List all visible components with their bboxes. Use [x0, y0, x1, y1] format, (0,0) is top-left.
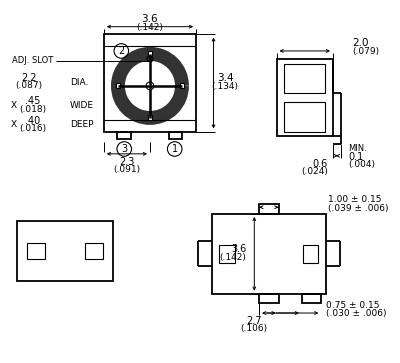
Text: X: X [10, 101, 17, 110]
Text: ADJ. SLOT: ADJ. SLOT [12, 56, 53, 65]
Text: (.030 ± .006): (.030 ± .006) [326, 310, 387, 318]
Bar [104, 34, 196, 131]
Bar [118, 131, 131, 139]
Text: 3.6: 3.6 [142, 14, 158, 24]
Text: (.016): (.016) [20, 124, 46, 133]
Text: 0.1: 0.1 [348, 152, 364, 162]
Text: 3.4: 3.4 [217, 73, 234, 83]
Bar [180, 83, 184, 88]
Bar [148, 115, 152, 121]
Text: 2.7: 2.7 [246, 316, 262, 326]
Text: DIA.: DIA. [70, 78, 88, 86]
Bar [18, 221, 112, 281]
Bar [259, 204, 278, 214]
Bar [259, 294, 278, 303]
Text: 1.00 ± 0.15: 1.00 ± 0.15 [328, 195, 382, 204]
Text: MIN.: MIN. [348, 143, 367, 152]
Bar [284, 102, 325, 131]
Bar [284, 64, 325, 93]
Bar [277, 59, 333, 136]
Bar [27, 243, 45, 259]
Bar [212, 214, 326, 294]
Text: (.091): (.091) [113, 165, 140, 174]
Text: (.134): (.134) [212, 82, 239, 91]
Text: 1: 1 [172, 144, 178, 154]
Text: (.142): (.142) [136, 23, 163, 32]
Text: (.079): (.079) [352, 48, 380, 56]
Text: 2: 2 [118, 46, 124, 56]
Bar [86, 243, 103, 259]
Text: 2.2: 2.2 [21, 73, 37, 83]
Text: DEEP: DEEP [70, 120, 93, 129]
Text: .40: .40 [25, 116, 41, 126]
Text: 0.6: 0.6 [313, 159, 328, 168]
Text: 2.3: 2.3 [119, 156, 134, 167]
Bar [302, 294, 321, 303]
Text: X: X [10, 120, 17, 129]
Bar [116, 83, 120, 88]
Text: 0.75 ± 0.15: 0.75 ± 0.15 [326, 301, 380, 310]
Text: WIDE: WIDE [70, 101, 94, 110]
Bar [219, 245, 235, 262]
Text: (.024): (.024) [301, 167, 328, 176]
Text: (.142): (.142) [220, 253, 246, 262]
Text: (.004): (.004) [348, 160, 376, 169]
Text: (.039 ± .006): (.039 ± .006) [328, 204, 388, 213]
Text: 2.0: 2.0 [352, 38, 369, 48]
Text: .45: .45 [25, 97, 41, 106]
Text: (.018): (.018) [20, 105, 46, 114]
Text: (.087): (.087) [16, 81, 43, 90]
Circle shape [127, 62, 173, 109]
Bar [303, 245, 318, 262]
Bar [169, 131, 182, 139]
Text: 3.6: 3.6 [231, 244, 246, 254]
Bar [148, 52, 152, 56]
Text: 3: 3 [121, 144, 127, 154]
Text: (.106): (.106) [241, 324, 268, 333]
